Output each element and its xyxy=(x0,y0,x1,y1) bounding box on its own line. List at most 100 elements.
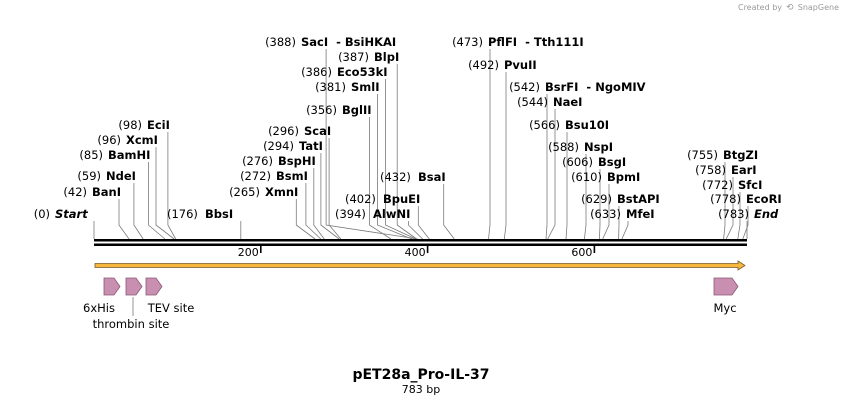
site-end[interactable]: (783) End xyxy=(718,207,779,221)
site-position-label: (85) xyxy=(79,148,103,162)
site-isoschizomer-label: - BsiHKAI xyxy=(336,35,396,49)
site-stems xyxy=(93,49,749,240)
site-name-label: EciI xyxy=(147,118,170,132)
site-bpuei[interactable]: (402) BpuEI xyxy=(345,192,420,206)
site-name-label: BanI xyxy=(92,185,121,199)
site-position-label: (588) xyxy=(548,140,579,154)
site-leader-line xyxy=(599,169,601,240)
feature-6xhis[interactable]: 6xHis xyxy=(83,277,121,315)
orf-arrow[interactable] xyxy=(94,260,746,271)
site-position-label: (402) xyxy=(345,192,376,206)
site-leader-line xyxy=(133,183,144,240)
site-position-label: (778) xyxy=(710,192,741,206)
site-xcmi[interactable]: (96) XcmI xyxy=(97,133,158,147)
site-position-label: (610) xyxy=(571,170,602,184)
feature-arrow-icon xyxy=(145,277,163,296)
site-name-label: SacI xyxy=(301,35,328,49)
site-bsphi[interactable]: (276) BspHI xyxy=(242,154,316,168)
site-tati[interactable]: (294) TatI xyxy=(263,139,323,153)
site-leader-line xyxy=(725,177,734,240)
site-name-label: BglII xyxy=(342,103,372,117)
site-leader-line xyxy=(305,183,322,240)
site-leader-line xyxy=(737,192,741,240)
orf-bar[interactable] xyxy=(94,260,746,271)
site-bsmi[interactable]: (272) BsmI xyxy=(240,169,308,183)
site-name-label: SmlI xyxy=(351,80,380,94)
site-naei[interactable]: (544) NaeI xyxy=(517,95,582,109)
site-name-label: BsgI xyxy=(598,155,626,169)
site-leader-line xyxy=(584,154,587,240)
site-ndei[interactable]: (59) NdeI xyxy=(77,169,136,183)
site-ecii[interactable]: (98) EciI xyxy=(118,118,170,132)
site-name-label: ScaI xyxy=(304,124,331,138)
site-name-label: End xyxy=(754,207,779,221)
site-leader-line xyxy=(369,117,392,240)
site-name-label: TatI xyxy=(299,139,323,153)
site-eco53ki[interactable]: (386) Eco53kI xyxy=(301,65,387,79)
site-name-label: BpuEI xyxy=(383,192,420,206)
feature-arrow-icon xyxy=(713,277,739,296)
site-alwni[interactable]: (394) AlwNI xyxy=(335,207,410,221)
site-name-label: BpmI xyxy=(607,170,640,184)
site-name-label: NspI xyxy=(584,140,613,154)
site-position-label: (755) xyxy=(687,148,718,162)
site-position-label: (296) xyxy=(268,124,299,138)
ruler-tick-label: 200 xyxy=(238,246,259,259)
site-isoschizomer-label: - NgoMIV xyxy=(586,80,645,94)
site-bbsi[interactable]: (176) BbsI xyxy=(167,207,233,221)
site-pflfi[interactable]: (473) PflFI - Tth111I xyxy=(452,35,584,49)
site-position-label: (542) xyxy=(509,80,540,94)
site-position-label: (629) xyxy=(581,192,612,206)
site-pvuii[interactable]: (492) PvuII xyxy=(468,58,537,72)
site-bsrfi[interactable]: (542) BsrFI - NgoMIV xyxy=(509,80,646,94)
feature-myc[interactable]: Myc xyxy=(713,277,739,315)
site-leader-line xyxy=(325,49,418,240)
site-scai[interactable]: (296) ScaI xyxy=(268,124,331,138)
feature-tev-site[interactable]: TEV site xyxy=(145,277,194,315)
site-name-label: BlpI xyxy=(374,50,399,64)
site-name-label: BamHI xyxy=(108,148,150,162)
site-bstapi[interactable]: (629) BstAPI xyxy=(581,192,660,206)
site-leader-line xyxy=(723,162,726,240)
site-name-label: Start xyxy=(55,207,88,221)
site-leader-line xyxy=(328,138,342,240)
site-bglii[interactable]: (356) BglII xyxy=(306,103,371,117)
site-name-label: BspHI xyxy=(278,154,316,168)
site-position-label: (432) xyxy=(380,170,411,184)
site-blpi[interactable]: (387) BlpI xyxy=(338,50,399,64)
site-saci[interactable]: (388) SacI - BsiHKAI xyxy=(265,35,396,49)
site-position-label: (388) xyxy=(265,35,296,49)
site-bamhi[interactable]: (85) BamHI xyxy=(79,148,150,162)
site-bsai[interactable]: (432) BsaI xyxy=(380,170,446,184)
site-name-label: XcmI xyxy=(126,133,158,147)
site-position-label: (772) xyxy=(702,178,733,192)
site-mfei[interactable]: (633) MfeI xyxy=(590,207,654,221)
site-sfci[interactable]: (772) SfcI xyxy=(702,178,762,192)
feature-arrow-icon xyxy=(125,277,143,296)
site-eari[interactable]: (758) EarI xyxy=(695,163,757,177)
site-position-label: (758) xyxy=(695,163,726,177)
site-xmni[interactable]: (265) XmnI xyxy=(229,185,298,199)
site-leader-line xyxy=(547,109,556,240)
site-bpmi[interactable]: (610) BpmI xyxy=(571,170,640,184)
site-nspi[interactable]: (588) NspI xyxy=(548,140,613,154)
snapgene-logo-icon: ⟲ xyxy=(786,3,794,13)
site-position-label: (272) xyxy=(240,169,271,183)
feature-label: 6xHis xyxy=(83,301,115,315)
site-position-label: (473) xyxy=(452,35,483,49)
site-ecori[interactable]: (778) EcoRI xyxy=(710,192,782,206)
restriction-sites: (0) Start (42) BanI (59) NdeI (85) BamHI(96) Xcm… xyxy=(34,35,782,221)
site-bsgi[interactable]: (606) BsgI xyxy=(562,155,626,169)
site-name-label: BsrFI xyxy=(545,80,578,94)
site-position-label: (387) xyxy=(338,50,369,64)
site-bani[interactable]: (42) BanI xyxy=(63,185,121,199)
site-smli[interactable]: (381) SmlI xyxy=(315,80,379,94)
site-position-label: (381) xyxy=(315,80,346,94)
site-name-label: BsmI xyxy=(276,169,308,183)
feature-arrow-icon xyxy=(103,277,121,296)
site-btgzi[interactable]: (755) BtgZI xyxy=(687,148,758,162)
site-bsu10i[interactable]: (566) Bsu10I xyxy=(529,118,609,132)
site-leader-line xyxy=(385,79,417,240)
feature-thrombin-site[interactable]: thrombin site xyxy=(93,277,170,331)
site-start[interactable]: (0) Start xyxy=(34,207,89,221)
